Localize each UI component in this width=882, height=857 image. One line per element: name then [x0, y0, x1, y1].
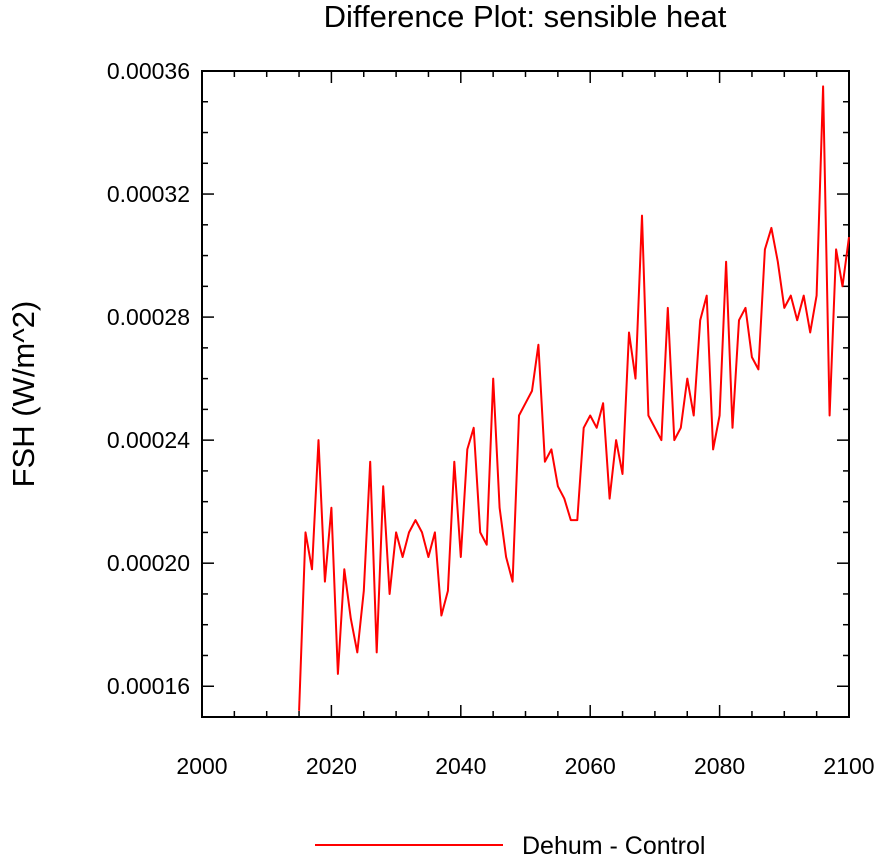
y-tick-label: 0.00024 [107, 427, 190, 453]
x-tick-label: 2060 [565, 753, 616, 779]
y-tick-label: 0.00032 [107, 181, 190, 207]
x-tick-label: 2040 [435, 753, 486, 779]
y-tick-label: 0.00020 [107, 550, 190, 576]
y-axis-label: FSH (W/m^2) [6, 301, 41, 488]
legend: Dehum - Control [315, 832, 705, 857]
x-tick-label: 2020 [306, 753, 357, 779]
plot-frame [201, 70, 850, 718]
x-tick-label: 2100 [823, 753, 874, 779]
legend-label: Dehum - Control [522, 832, 705, 857]
x-tick-label: 2000 [176, 753, 227, 779]
x-tick-label: 2080 [694, 753, 745, 779]
y-tick-label: 0.00016 [107, 673, 190, 699]
chart-title: Difference Plot: sensible heat [324, 0, 727, 34]
y-tick-label: 0.00036 [107, 58, 190, 84]
y-tick-label: 0.00028 [107, 304, 190, 330]
series-line [298, 85, 850, 711]
series-layer [298, 85, 850, 711]
axis-tick-labels: 2000 2020 2040 2060 2080 2100 0.00016 0.00020 0.… [107, 58, 875, 779]
axis-ticks [201, 70, 850, 718]
